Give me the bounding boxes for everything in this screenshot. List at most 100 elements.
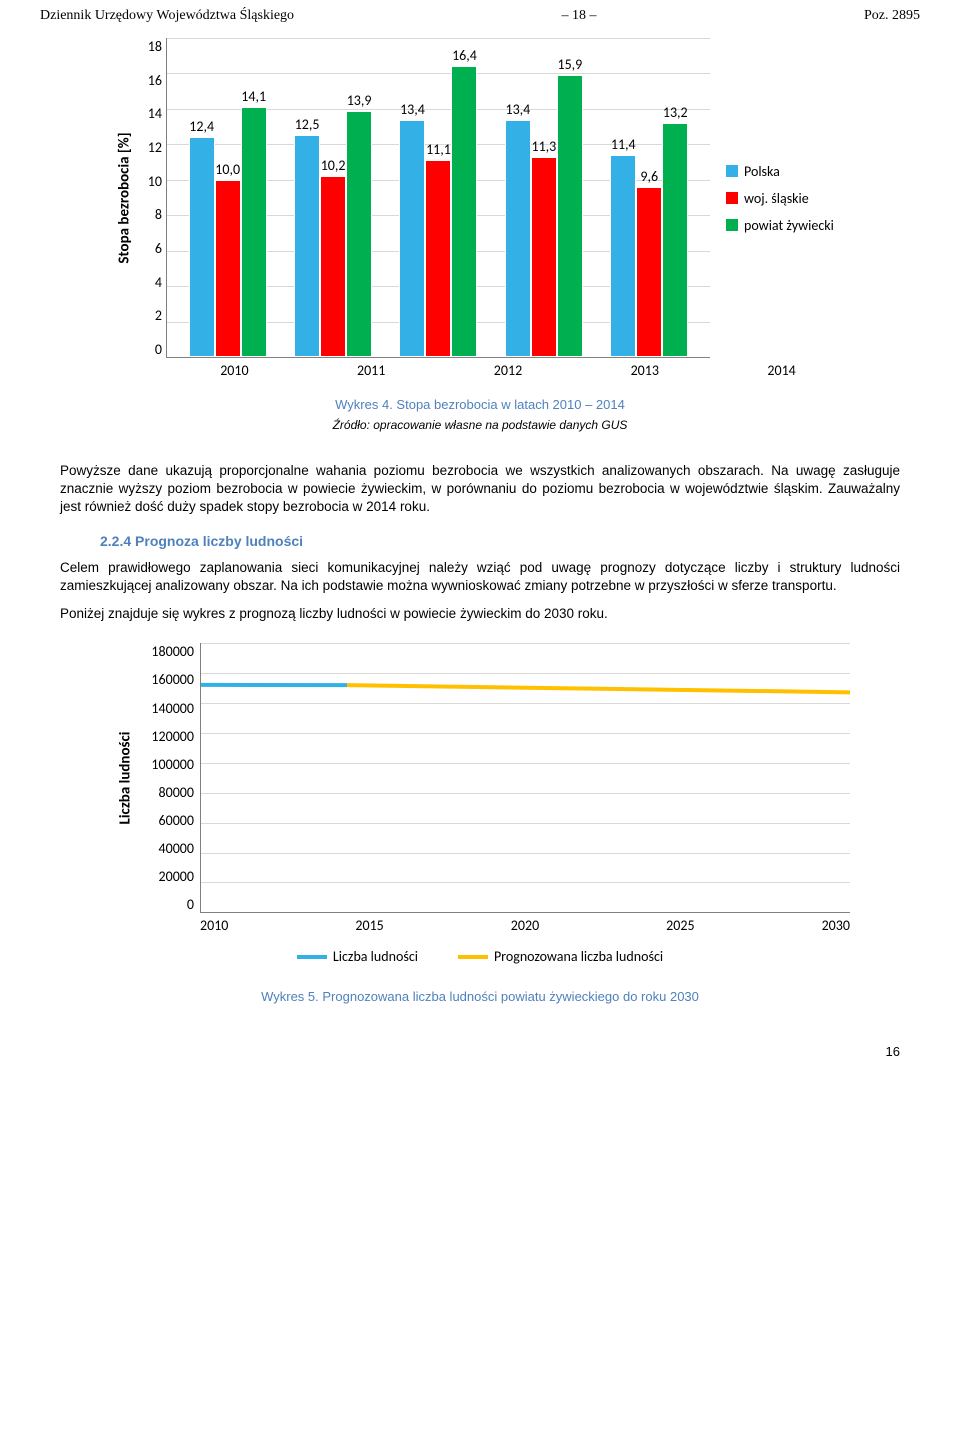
chart1-bar-label: 14,1 bbox=[241, 88, 266, 105]
chart1-y-label: Stopa bezrobocia [%] bbox=[110, 38, 140, 358]
legend-label: Polska bbox=[744, 163, 780, 180]
chart1-plot-area: 12,410,014,112,510,213,913,411,116,413,4… bbox=[166, 38, 710, 358]
chart2-y-tick: 20000 bbox=[140, 868, 194, 885]
chart1-legend-item: woj. śląskie bbox=[726, 190, 850, 207]
header-center: – 18 – bbox=[562, 8, 597, 24]
chart1-bar: 11,3 bbox=[531, 157, 557, 357]
chart1-y-tick: 10 bbox=[140, 173, 162, 190]
chart1-y-tick: 18 bbox=[140, 38, 162, 55]
chart1-bar: 15,9 bbox=[557, 75, 583, 357]
chart1-bar-group: 13,411,315,9 bbox=[502, 38, 586, 357]
paragraph-3: Poniżej znajduje się wykres z prognozą l… bbox=[60, 605, 900, 623]
chart1-bar-label: 11,3 bbox=[531, 138, 556, 155]
chart1-source: Źródło: opracowanie własne na podstawie … bbox=[110, 418, 850, 432]
chart1-bar-label: 15,9 bbox=[557, 56, 582, 73]
chart2-y-label: Liczba ludności bbox=[110, 643, 140, 913]
legend-swatch bbox=[726, 192, 738, 204]
chart1-bar-label: 13,9 bbox=[347, 92, 372, 109]
chart1-y-tick: 8 bbox=[140, 206, 162, 223]
header-right: Poz. 2895 bbox=[864, 8, 920, 24]
chart-bezrobocie: Stopa bezrobocia [%] 181614121086420 12,… bbox=[110, 38, 850, 432]
chart1-y-tick: 0 bbox=[140, 341, 162, 358]
chart1-bar: 9,6 bbox=[636, 187, 662, 357]
page-number: 16 bbox=[0, 1034, 960, 1079]
chart2-legend-item: Prognozowana liczba ludności bbox=[458, 948, 663, 965]
chart2-caption: Wykres 5. Prognozowana liczba ludności p… bbox=[110, 989, 850, 1004]
chart1-bar: 13,4 bbox=[505, 120, 531, 357]
chart1-bar-label: 13,4 bbox=[505, 101, 530, 118]
chart2-x-tick: 2025 bbox=[666, 917, 694, 934]
chart1-x-tick: 2014 bbox=[740, 362, 824, 379]
chart1-bar: 10,2 bbox=[320, 176, 346, 357]
chart2-y-tick: 40000 bbox=[140, 840, 194, 857]
chart2-y-ticks: 1800001600001400001200001000008000060000… bbox=[140, 643, 200, 913]
chart2-y-tick: 160000 bbox=[140, 671, 194, 688]
chart1-bar-label: 12,5 bbox=[295, 116, 320, 133]
chart1-bar-group: 12,510,213,9 bbox=[291, 38, 375, 357]
chart1-y-tick: 6 bbox=[140, 240, 162, 257]
legend-line-swatch bbox=[458, 955, 488, 959]
chart1-bar-label: 13,2 bbox=[663, 104, 688, 121]
chart2-y-tick: 140000 bbox=[140, 700, 194, 717]
legend-swatch bbox=[726, 219, 738, 231]
chart1-x-tick: 2011 bbox=[329, 362, 413, 379]
chart1-bar: 13,9 bbox=[346, 111, 372, 357]
paragraph-2: Celem prawidłowego zaplanowania sieci ko… bbox=[60, 559, 900, 595]
chart2-x-ticks: 20102015202020252030 bbox=[200, 913, 850, 934]
chart1-bar: 14,1 bbox=[241, 107, 267, 357]
chart1-y-ticks: 181614121086420 bbox=[140, 38, 166, 358]
chart1-y-label-text: Stopa bezrobocia [%] bbox=[116, 132, 134, 263]
chart1-bar: 13,2 bbox=[662, 123, 688, 357]
chart1-bar-label: 16,4 bbox=[452, 47, 477, 64]
chart2-line bbox=[347, 685, 850, 692]
page-header: Dziennik Urzędowy Województwa Śląskiego … bbox=[0, 0, 960, 28]
chart1-x-tick: 2013 bbox=[603, 362, 687, 379]
chart1-bar-label: 13,4 bbox=[400, 101, 425, 118]
chart1-bar-group: 13,411,116,4 bbox=[396, 38, 480, 357]
legend-label: woj. śląskie bbox=[744, 190, 809, 207]
chart1-bar-label: 11,1 bbox=[426, 141, 451, 158]
chart2-plot-area bbox=[200, 643, 850, 913]
chart2-lines bbox=[201, 643, 850, 912]
chart1-bar: 16,4 bbox=[451, 66, 477, 357]
chart1-bar: 11,4 bbox=[610, 155, 636, 357]
chart1-x-tick: 2010 bbox=[192, 362, 276, 379]
chart2-legend: Liczba ludności Prognozowana liczba ludno… bbox=[110, 948, 850, 965]
chart2-y-tick: 0 bbox=[140, 896, 194, 913]
chart1-legend-item: powiat żywiecki bbox=[726, 217, 850, 234]
chart2-y-label-text: Liczba ludności bbox=[116, 732, 134, 825]
chart1-bar: 13,4 bbox=[399, 120, 425, 357]
chart1-bar: 12,4 bbox=[189, 137, 215, 357]
chart1-bar-label: 11,4 bbox=[611, 136, 636, 153]
legend-line-swatch bbox=[297, 955, 327, 959]
legend-label: Liczba ludności bbox=[333, 948, 418, 965]
chart1-y-tick: 4 bbox=[140, 274, 162, 291]
legend-label: Prognozowana liczba ludności bbox=[494, 948, 663, 965]
chart2-legend-item: Liczba ludności bbox=[297, 948, 418, 965]
chart2-x-tick: 2020 bbox=[511, 917, 539, 934]
chart1-y-tick: 16 bbox=[140, 72, 162, 89]
chart1-bar-label: 10,0 bbox=[215, 161, 240, 178]
legend-swatch bbox=[726, 165, 738, 177]
chart1-bar: 10,0 bbox=[215, 180, 241, 357]
chart2-y-tick: 60000 bbox=[140, 812, 194, 829]
chart1-y-tick: 14 bbox=[140, 105, 162, 122]
chart1-bar-label: 10,2 bbox=[321, 157, 346, 174]
header-left: Dziennik Urzędowy Województwa Śląskiego bbox=[40, 8, 294, 24]
chart-prognoza: Liczba ludności 180000 160000 140000 120000… bbox=[110, 643, 850, 1004]
chart1-caption: Wykres 4. Stopa bezrobocia w latach 2010… bbox=[110, 397, 850, 412]
chart1-bar-group: 11,49,613,2 bbox=[607, 38, 691, 357]
chart2-y-tick: 120000 bbox=[140, 728, 194, 745]
chart1-x-tick: 2012 bbox=[466, 362, 550, 379]
chart2-x-tick: 2010 bbox=[200, 917, 228, 934]
chart1-bar-group: 12,410,014,1 bbox=[186, 38, 270, 357]
chart1-bar: 11,1 bbox=[425, 160, 451, 357]
chart1-x-ticks: 2010 2011 2012 2013 2014 bbox=[166, 358, 850, 379]
chart1-bar: 12,5 bbox=[294, 135, 320, 357]
chart1-y-tick: 12 bbox=[140, 139, 162, 156]
page-content: Stopa bezrobocia [%] 181614121086420 12,… bbox=[0, 38, 960, 1034]
chart2-x-tick: 2030 bbox=[822, 917, 850, 934]
section-heading: 2.2.4 Prognoza liczby ludności bbox=[100, 533, 900, 549]
chart1-bar-label: 9,6 bbox=[640, 168, 658, 185]
chart2-y-tick: 180000 bbox=[140, 643, 194, 660]
